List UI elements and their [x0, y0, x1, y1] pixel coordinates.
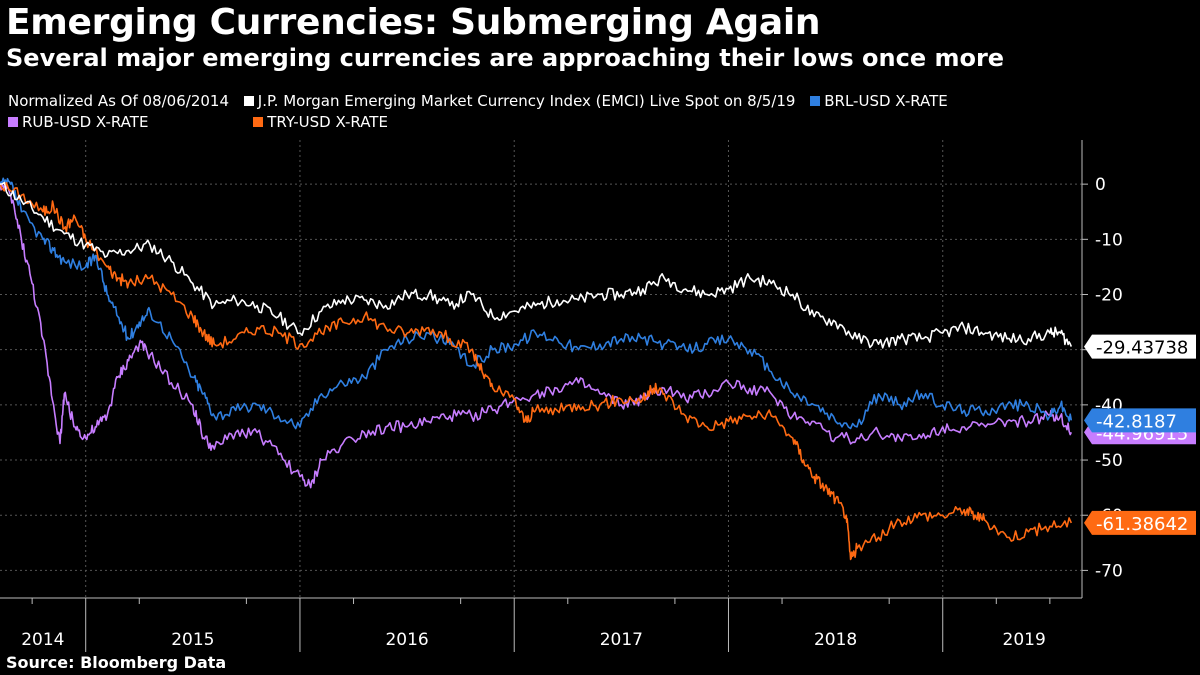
end-label-tag-emci — [1084, 334, 1196, 359]
x-year-label: 2017 — [600, 630, 643, 650]
legend-swatch-emci — [243, 96, 254, 106]
y-tick-label: -50 — [1095, 451, 1123, 471]
x-year-label: 2019 — [1003, 630, 1046, 650]
end-label-tag-try — [1084, 510, 1196, 535]
legend-swatch-rub — [8, 117, 18, 127]
x-year-label: 2016 — [385, 630, 428, 650]
legend-swatch-brl — [810, 96, 821, 106]
legend-row-2: RUB-USD X-RATE TRY-USD X-RATE — [8, 113, 398, 131]
series-line-brl — [0, 177, 1073, 430]
legend-item-try: TRY-USD X-RATE — [253, 113, 388, 131]
legend-item-brl: BRL-USD X-RATE — [810, 92, 948, 110]
y-tick-label: -10 — [1095, 230, 1123, 250]
legend-swatch-try — [253, 117, 264, 127]
legend-normalized-note: Normalized As Of 08/06/2014 — [8, 92, 229, 110]
y-tick-label: -20 — [1095, 286, 1123, 306]
series-line-try — [0, 181, 1073, 561]
source-note: Source: Bloomberg Data — [6, 653, 227, 672]
legend-row-1: Normalized As Of 08/06/2014 J.P. Morgan … — [8, 92, 958, 110]
end-label-try: -61.38642 — [1096, 514, 1188, 535]
y-tick-label: 0 — [1095, 175, 1106, 195]
x-year-label: 2014 — [21, 630, 64, 650]
end-label-brl: -42.8187 — [1096, 411, 1177, 432]
legend-item-emci: J.P. Morgan Emerging Market Currency Ind… — [243, 92, 795, 110]
end-label-tag-brl — [1084, 408, 1196, 433]
series-line-rub — [0, 182, 1073, 489]
series-line-emci — [0, 181, 1073, 349]
x-year-label: 2018 — [814, 630, 857, 650]
end-label-emci: -29.43738 — [1096, 338, 1188, 359]
y-tick-label: -70 — [1095, 561, 1123, 581]
chart-title: Emerging Currencies: Submerging Again — [6, 2, 821, 43]
chart-subtitle: Several major emerging currencies are ap… — [6, 44, 1005, 72]
x-year-label: 2015 — [171, 630, 214, 650]
legend-item-rub: RUB-USD X-RATE — [8, 113, 148, 131]
